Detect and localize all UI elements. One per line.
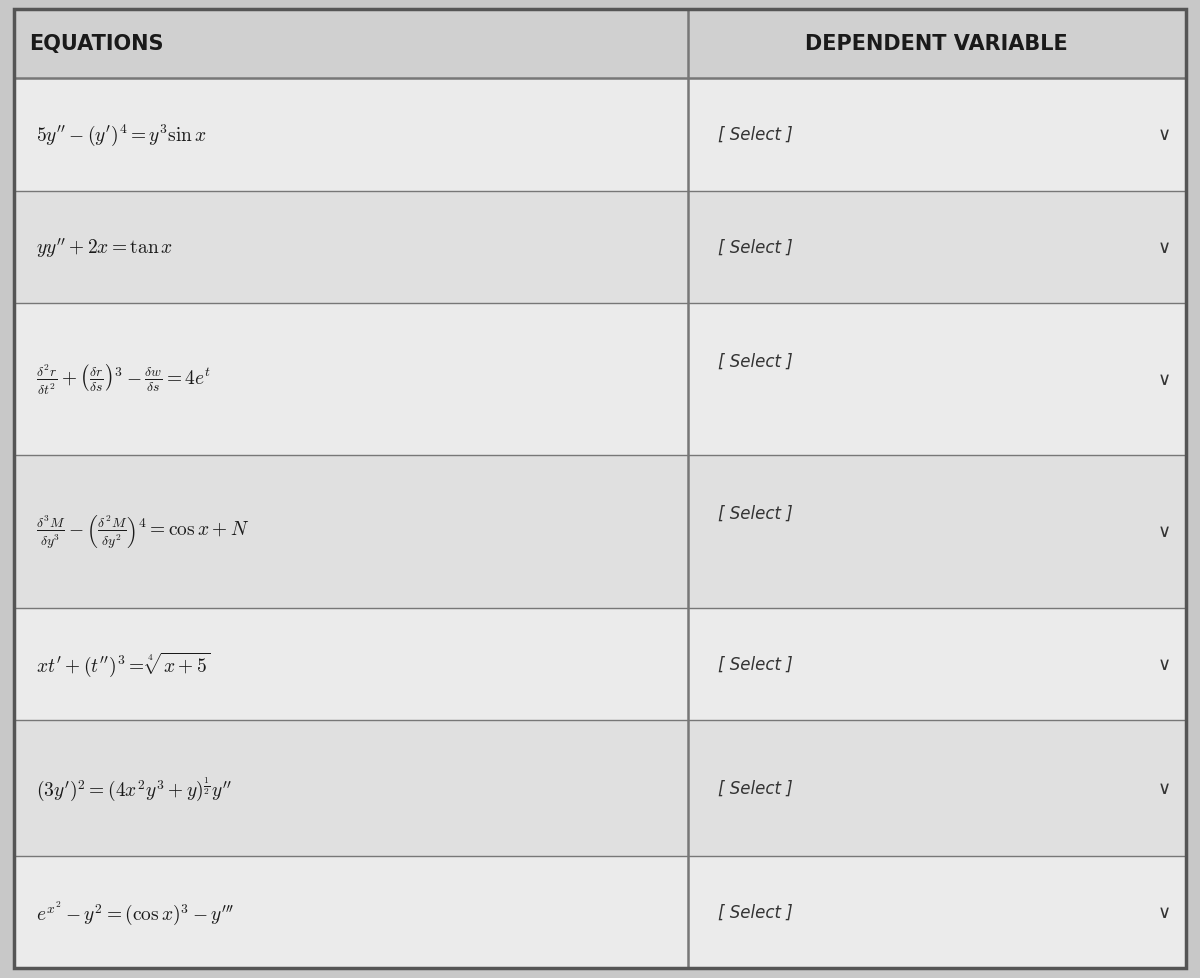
Text: ∨: ∨ xyxy=(1158,239,1170,256)
Bar xyxy=(688,304,1186,456)
Text: $yy^{\prime\prime} + 2x = \tan x$: $yy^{\prime\prime} + 2x = \tan x$ xyxy=(36,236,173,259)
Bar xyxy=(688,721,1186,856)
Bar xyxy=(14,456,688,608)
Bar xyxy=(14,79,688,192)
Bar xyxy=(14,856,688,968)
Text: $xt^{\prime} + (t^{\prime\prime})^3 = \sqrt[4]{x+5}$: $xt^{\prime} + (t^{\prime\prime})^3 = \s… xyxy=(36,650,210,679)
Text: [ Select ]: [ Select ] xyxy=(718,126,792,144)
Text: EQUATIONS: EQUATIONS xyxy=(29,34,163,54)
Text: [ Select ]: [ Select ] xyxy=(718,353,792,371)
Bar xyxy=(688,608,1186,721)
Bar xyxy=(688,456,1186,608)
Bar xyxy=(688,79,1186,192)
Text: ∨: ∨ xyxy=(1158,126,1170,144)
Text: [ Select ]: [ Select ] xyxy=(718,505,792,522)
Bar xyxy=(688,192,1186,304)
Text: [ Select ]: [ Select ] xyxy=(718,903,792,921)
Text: ∨: ∨ xyxy=(1158,523,1170,541)
Text: [ Select ]: [ Select ] xyxy=(718,655,792,673)
Bar xyxy=(14,304,688,456)
Text: $(3y^{\prime})^2 = (4x^2y^3 + y)^{\frac{1}{2}} y^{\prime\prime}$: $(3y^{\prime})^2 = (4x^2y^3 + y)^{\frac{… xyxy=(36,775,232,802)
Text: ∨: ∨ xyxy=(1158,779,1170,797)
Text: $e^{x^2} - y^2 = (\cos x)^3 - y^{\prime\prime\prime}$: $e^{x^2} - y^2 = (\cos x)^3 - y^{\prime\… xyxy=(36,898,234,926)
Text: ∨: ∨ xyxy=(1158,903,1170,921)
Text: ∨: ∨ xyxy=(1158,371,1170,389)
Text: ∨: ∨ xyxy=(1158,655,1170,673)
Text: [ Select ]: [ Select ] xyxy=(718,239,792,256)
Bar xyxy=(14,192,688,304)
Bar xyxy=(14,721,688,856)
Text: $\frac{\delta^2 r}{\delta t^2} + \left(\frac{\delta r}{\delta s}\right)^3 - \fra: $\frac{\delta^2 r}{\delta t^2} + \left(\… xyxy=(36,363,211,397)
Text: $5y^{\prime\prime} - (y^{\prime})^4 = y^3 \sin x$: $5y^{\prime\prime} - (y^{\prime})^4 = y^… xyxy=(36,122,206,148)
Bar xyxy=(688,856,1186,968)
Bar xyxy=(14,10,1186,79)
Text: [ Select ]: [ Select ] xyxy=(718,779,792,797)
Text: DEPENDENT VARIABLE: DEPENDENT VARIABLE xyxy=(805,34,1068,54)
Text: $\frac{\delta^3 M}{\delta y^3} - \left(\frac{\delta^2 M}{\delta y^2}\right)^4 = : $\frac{\delta^3 M}{\delta y^3} - \left(\… xyxy=(36,513,250,551)
Bar xyxy=(14,608,688,721)
